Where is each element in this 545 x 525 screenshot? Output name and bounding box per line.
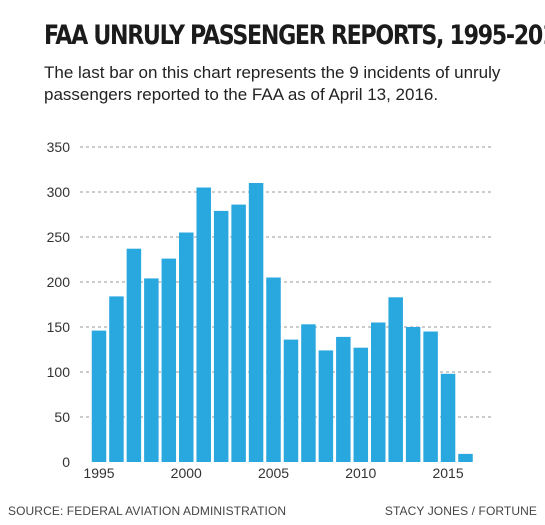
y-tick-label: 150 [47,319,71,335]
bar-2012 [388,297,403,462]
bar-2016 [458,453,473,462]
x-tick-label: 2005 [258,465,289,481]
bar-2006 [283,339,299,462]
bar-2008 [318,350,334,462]
source-note: SOURCE: FEDERAL AVIATION ADMINISTRATION [8,504,287,518]
bar-2011 [370,322,386,462]
bar-2009 [336,336,351,462]
x-tick-label: 1995 [83,465,114,481]
y-tick-label: 100 [47,364,71,380]
y-tick-label: 350 [47,139,71,155]
bar-1996 [109,296,124,462]
bar-2013 [405,327,421,462]
x-axis-ticks: 1995 2000 2005 2010 2015 [83,465,463,481]
y-axis-ticks: 0 50 100 150 200 250 300 350 [47,139,71,470]
bar-2010 [353,347,369,462]
bar-1999 [161,258,177,462]
x-tick-label: 2000 [171,465,202,481]
bar-2001 [196,187,211,462]
chart-subtitle: The last bar on this chart represents th… [44,63,501,104]
bar-2003 [231,204,246,462]
bar-2015 [440,373,456,462]
bar-2002 [213,210,229,462]
bar-chart: 0 50 100 150 200 250 300 350 1995 2000 2005 2010 20… [47,139,492,481]
y-tick-label: 200 [47,274,71,290]
credit-note: STACY JONES / FORTUNE [384,504,537,518]
bar-2007 [301,324,316,462]
bar-1995 [91,330,107,462]
y-tick-label: 300 [47,184,71,200]
x-tick-label: 2015 [432,465,463,481]
bar-2004 [248,183,264,462]
bars [91,183,473,462]
bar-1998 [144,278,159,462]
bar-2005 [266,277,281,462]
bar-2014 [423,331,438,462]
x-tick-label: 2010 [345,465,376,481]
y-tick-label: 250 [47,229,71,245]
bar-2000 [179,232,194,462]
y-tick-label: 0 [62,454,70,470]
y-tick-label: 50 [54,409,70,425]
bar-1997 [126,248,142,462]
